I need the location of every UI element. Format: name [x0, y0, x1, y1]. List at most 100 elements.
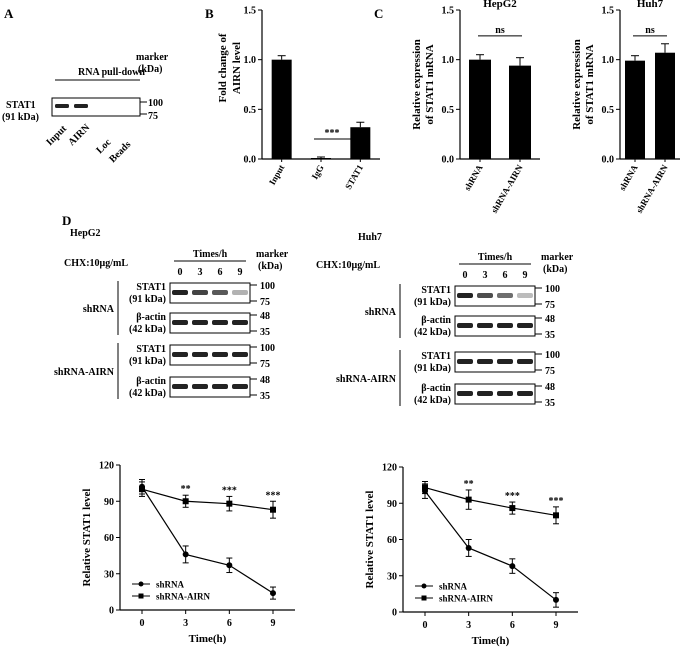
ns-label: ns [645, 25, 655, 36]
y-label-line2: of STAT1 mRNA [424, 44, 436, 124]
actin-label: β-actin [136, 376, 166, 387]
actin-kda: (42 kDa) [129, 388, 166, 399]
band [477, 359, 493, 364]
bar [655, 52, 675, 159]
y-label-line2: of STAT1 mRNA [584, 44, 596, 124]
sig-annotation: *** [549, 496, 564, 507]
x-tick-label: 6 [510, 620, 515, 631]
marker-lower: 35 [545, 330, 555, 341]
actin-kda: (42 kDa) [414, 395, 451, 406]
marker-lower: 35 [260, 327, 270, 338]
band-airn [74, 104, 88, 108]
x-label: Time(h) [189, 633, 227, 645]
panel-label-c: C [374, 6, 383, 21]
marker-lower: 75 [545, 366, 555, 377]
bar [509, 65, 531, 159]
point [465, 496, 472, 503]
stat1-label: STAT1 [421, 285, 451, 296]
y-tick-label: 120 [99, 461, 114, 472]
x-label: Time(h) [472, 635, 510, 647]
point [226, 500, 233, 507]
actin-label: β-actin [136, 312, 166, 323]
stat1-kda: (91 kDa) [414, 363, 451, 374]
marker-lower: 75 [545, 300, 555, 311]
panel-d-hepg2-blots: HepG2 CHX:10μg/mL Times/h 0 3 6 9 marker(kDa) ST… [54, 228, 289, 402]
y-tick-label: 1.0 [602, 55, 615, 66]
sig-annotation: *** [222, 485, 237, 496]
y-tick-label: 90 [104, 497, 114, 508]
marker-lower: 75 [260, 297, 270, 308]
band [232, 352, 248, 357]
panel-b-bar-chart: Fold change of AIRN level *** 0.0 0.5 1.0 1… [217, 6, 380, 191]
group-label: shRNA [365, 307, 397, 318]
x-tick-label: shRNA-AIRN [489, 163, 525, 215]
point [270, 506, 276, 513]
legend-marker [138, 593, 144, 599]
marker-upper: 48 [545, 314, 555, 325]
band [232, 290, 248, 295]
y-tick-label: 1.5 [602, 6, 615, 17]
series-line [424, 486, 557, 516]
band [212, 352, 228, 357]
treatment-label: CHX:10μg/mL [316, 260, 380, 271]
marker-lower: 75 [260, 359, 270, 370]
y-tick-label: 0.0 [244, 155, 257, 166]
b-ylabel-line2: AIRN level [231, 42, 243, 94]
blot-box [454, 351, 536, 373]
bar [350, 127, 371, 159]
marker-upper: 48 [545, 382, 555, 393]
group-label: shRNA [83, 304, 115, 315]
marker-unit: (kDa) [258, 261, 282, 272]
point [139, 486, 145, 493]
group-label: shRNA-AIRN [54, 367, 115, 378]
lane-airn: AIRN [66, 122, 92, 148]
x-tick-label: 0 [423, 620, 428, 631]
series-line [141, 486, 274, 594]
x-tick-label: shRNA-AIRN [634, 163, 670, 215]
chart-title: Huh7 [637, 0, 664, 10]
b-ylabel-line1: Fold change of [217, 33, 229, 102]
y-tick-label: 0.5 [602, 105, 615, 116]
panel-a-blot: RNA pull-down marker (kDa) STAT1 (91 kDa… [2, 52, 169, 165]
y-tick-label: 1.0 [244, 55, 257, 66]
actin-label: β-actin [421, 315, 451, 326]
band [192, 290, 208, 295]
band-input [55, 104, 69, 108]
panel-d-huh7-line-chart: 0 30 60 90 120 0 3 6 9 Time(h) Relative STAT1 leve… [364, 463, 578, 647]
band [517, 323, 533, 328]
stat1-label: STAT1 [136, 344, 166, 355]
x-tick-label: 3 [466, 620, 471, 631]
band [457, 323, 473, 328]
treatment-label: CHX:10μg/mL [64, 258, 128, 269]
sig-annotation: *** [505, 491, 520, 502]
band [457, 293, 473, 298]
time-label: 6 [503, 270, 508, 281]
marker-75: 75 [148, 111, 158, 122]
y-label: Relative STAT1 level [364, 491, 376, 589]
marker-upper: 48 [260, 375, 270, 386]
cell-title: Huh7 [358, 232, 382, 243]
ns-label: ns [495, 25, 505, 36]
band [497, 391, 513, 396]
band [477, 293, 493, 298]
panel-label-a: A [4, 6, 14, 21]
time-label: 3 [198, 267, 203, 278]
y-label: Relative STAT1 level [81, 489, 93, 587]
y-tick-label: 1.5 [244, 6, 257, 17]
y-tick-label: 120 [382, 463, 397, 474]
marker-unit: (kDa) [138, 64, 162, 75]
marker-lower: 35 [260, 391, 270, 402]
actin-kda: (42 kDa) [414, 327, 451, 338]
blot-box [169, 282, 251, 304]
band [212, 320, 228, 325]
marker-label: marker [541, 252, 574, 263]
band [192, 384, 208, 389]
band [212, 384, 228, 389]
band [517, 391, 533, 396]
marker-upper: 100 [260, 343, 275, 354]
stat1-label: STAT1 [421, 351, 451, 362]
bar [469, 59, 491, 159]
y-tick-label: 0 [109, 606, 114, 617]
time-label: 0 [463, 270, 468, 281]
